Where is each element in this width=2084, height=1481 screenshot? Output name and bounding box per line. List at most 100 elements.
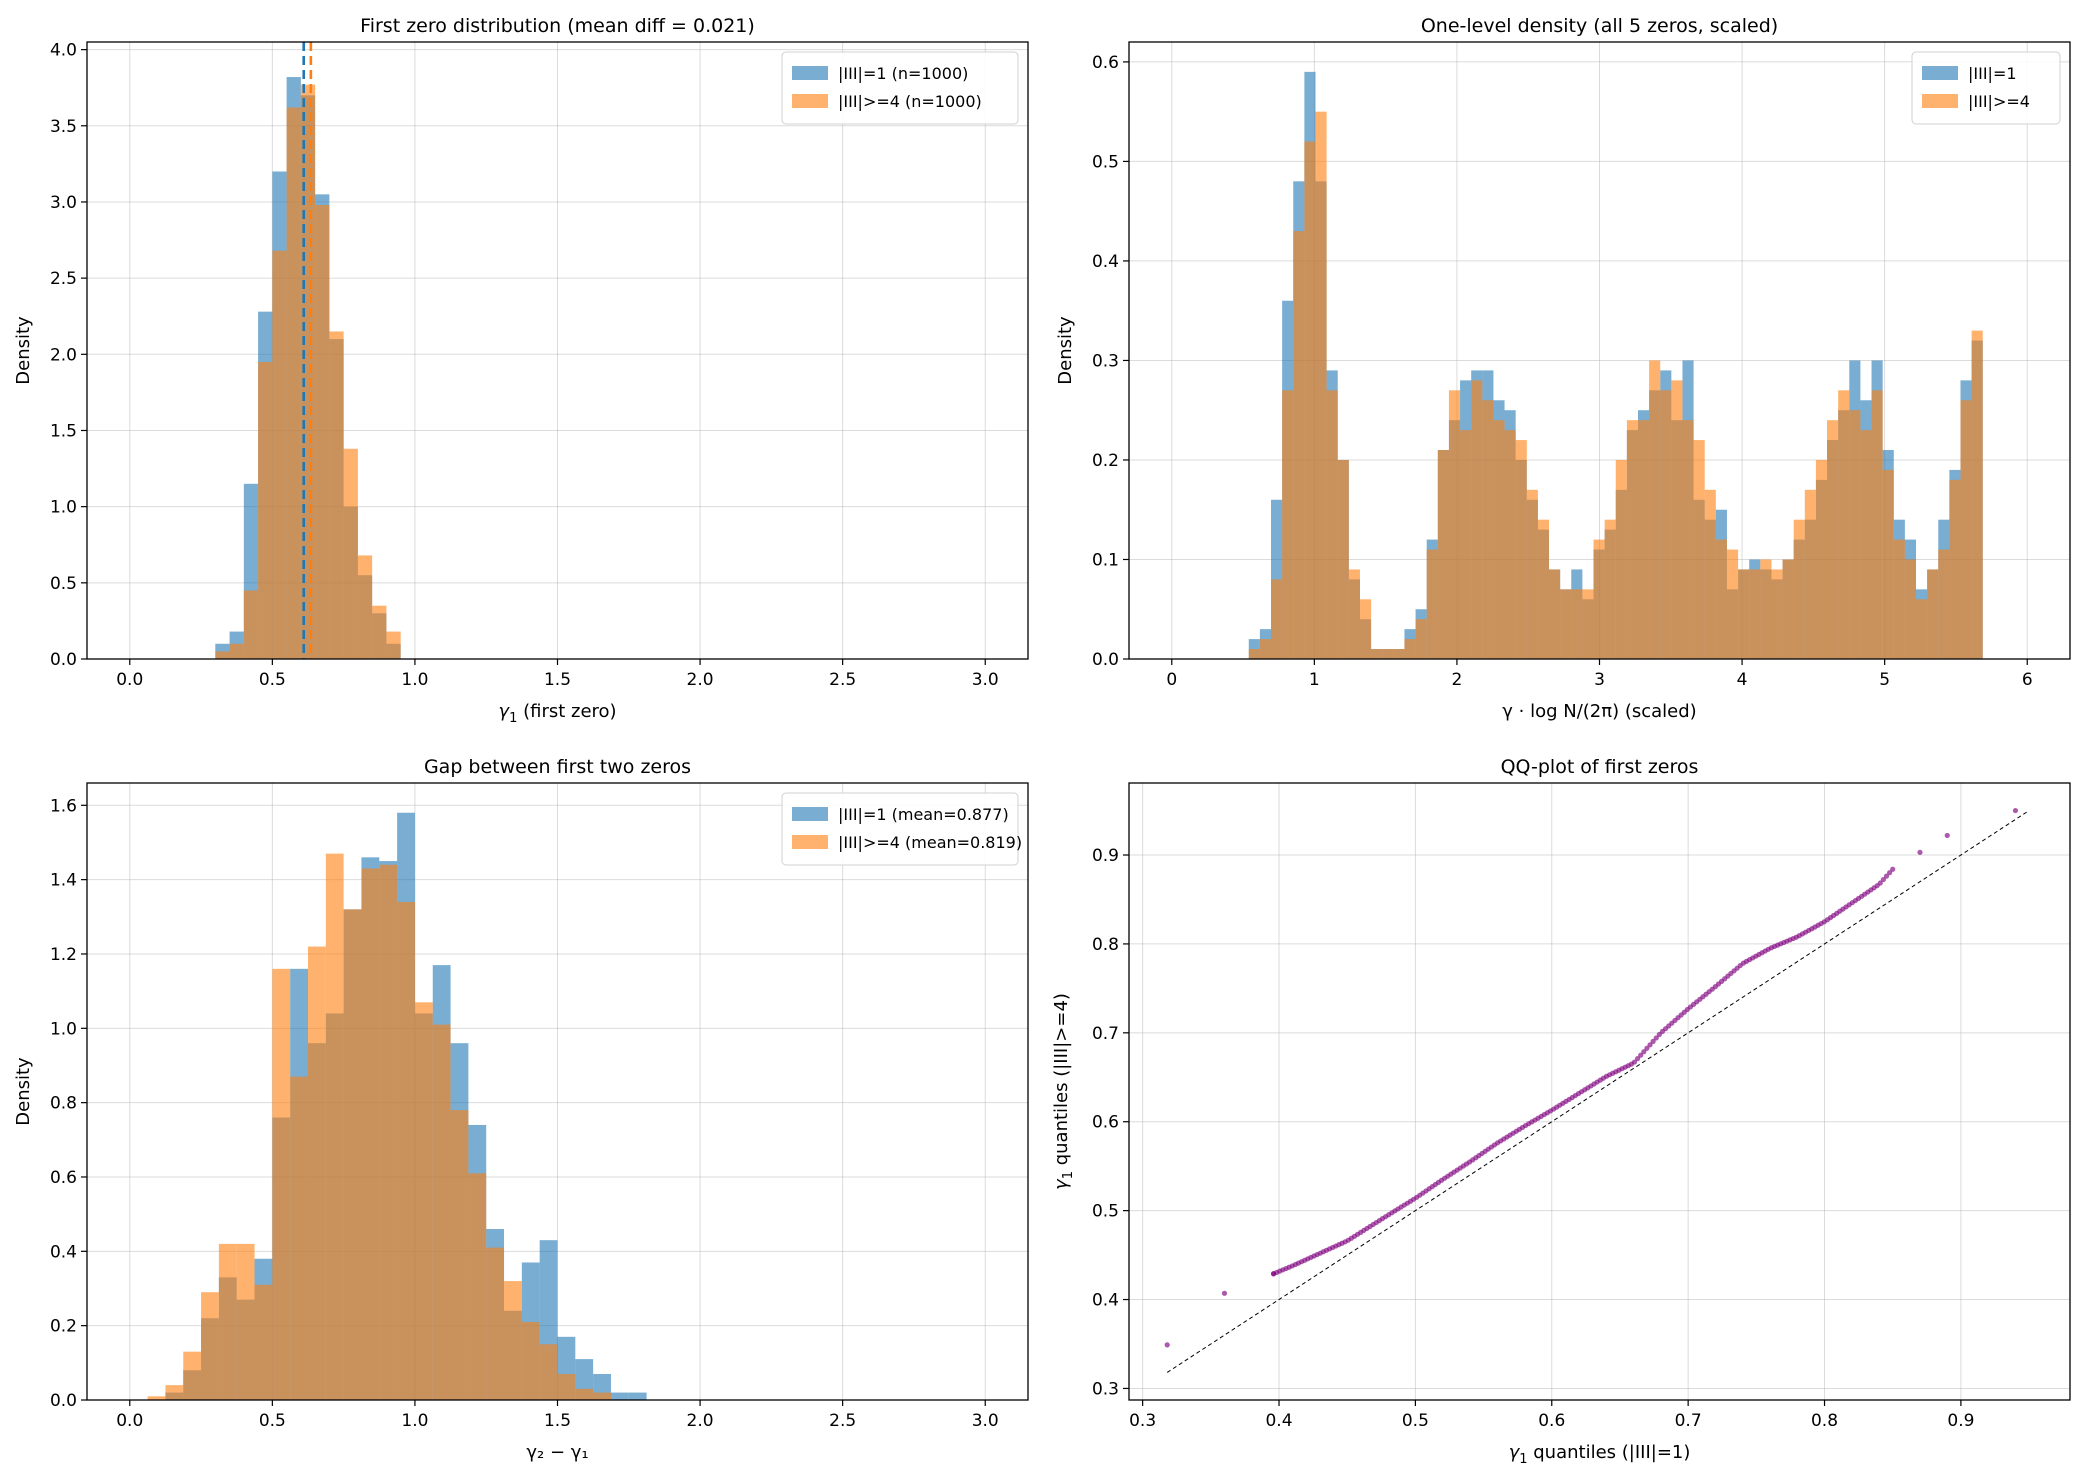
- y-tick-label: 0.3: [1092, 1379, 1119, 1399]
- histogram-bar-series2: [521, 1321, 540, 1400]
- legend-swatch-series1: [792, 807, 828, 821]
- y-tick-label: 0.7: [1092, 1024, 1119, 1044]
- panel-3: |III|=1 (mean=0.877) |III|>=4 (mean=0.819…: [13, 756, 1029, 1463]
- histogram-bar-series2: [397, 901, 415, 1400]
- y-tick-label: 1.0: [50, 1019, 77, 1039]
- legend-swatch-series1: [1922, 66, 1958, 80]
- histogram-bar-series2: [1393, 649, 1405, 659]
- y-tick-label: 0.5: [1092, 152, 1119, 172]
- y-tick-label: 0.2: [1092, 451, 1119, 471]
- histogram-bar-series2: [1815, 459, 1828, 659]
- qq-point: [1647, 1042, 1653, 1048]
- x-axis-label: γ1 (first zero): [498, 701, 616, 726]
- y-axis-label-subscript: 1: [1061, 1171, 1076, 1179]
- histogram-bar-series2: [286, 107, 301, 659]
- y-tick-label: 0.5: [1092, 1202, 1119, 1222]
- histogram-bar-series2: [1860, 430, 1872, 659]
- legend-label-series1: |III|=1 (n=1000): [838, 64, 968, 83]
- histogram-bar-series2: [1448, 390, 1461, 659]
- x-tick-label: 3.0: [972, 670, 999, 690]
- histogram-bar-series2: [1960, 400, 1972, 659]
- x-axis-label-subscript: 1: [509, 711, 517, 726]
- histogram-bar-series2: [1916, 599, 1928, 659]
- x-tick-label: 4: [1737, 670, 1748, 690]
- x-tick-label: 0.9: [1947, 1411, 1974, 1431]
- y-tick-label: 1.2: [50, 945, 77, 965]
- histogram-bar-series2: [1804, 489, 1816, 659]
- x-axis-label: γ₂ − γ₁: [526, 1442, 588, 1463]
- histogram-bar-series2: [1271, 579, 1283, 659]
- histogram-bar-series2: [486, 1247, 505, 1400]
- histogram-bar-series2: [1515, 440, 1527, 659]
- x-axis-label-symbol: γ: [498, 701, 510, 722]
- qq-point: [1634, 1056, 1641, 1062]
- legend-swatch-series2: [792, 94, 828, 108]
- y-tick-label: 3.5: [50, 117, 77, 137]
- histogram-bar-series2: [1615, 459, 1627, 659]
- histogram-bar-series2: [218, 1243, 237, 1400]
- legend-label-series1: |III|=1: [1968, 64, 2017, 83]
- y-axis-label: Density: [1055, 316, 1076, 385]
- qq-point: [1638, 1052, 1644, 1058]
- histogram-bar-series2: [1326, 390, 1338, 659]
- histogram-bar-series2: [315, 205, 330, 659]
- histogram-bar-series2: [343, 448, 358, 659]
- histogram-bar-series2: [557, 1373, 576, 1400]
- histogram-bar-series2: [1537, 519, 1550, 659]
- y-tick-label: 0.9: [1092, 846, 1119, 866]
- y-tick-label: 0.0: [1092, 650, 1119, 670]
- histogram-bar-series2: [1482, 400, 1494, 659]
- x-tick-label: 1: [1309, 670, 1320, 690]
- histogram-bar-series2: [1259, 639, 1272, 659]
- legend-box: [1911, 51, 2061, 125]
- histogram-bar-series2: [254, 1284, 273, 1400]
- histogram-bar-series2: [1471, 380, 1483, 659]
- y-tick-label: 0.6: [1092, 53, 1119, 73]
- panel-4: 0.3 0.4 0.5 0.6 0.7 0.8 0.9 0.3 0.4 0.5 0.6 0.7 0.8 0…: [1051, 756, 2071, 1467]
- x-tick-label: 2: [1452, 670, 1463, 690]
- x-tick-label: 6: [2022, 670, 2033, 690]
- qq-point: [1944, 832, 1950, 839]
- x-axis-label-text: quantiles (|III|=1): [1528, 1442, 1691, 1463]
- histogram-bar-series2: [1604, 519, 1616, 659]
- histogram-bar-series2: [1782, 559, 1794, 659]
- histogram-bar-series2: [1704, 489, 1716, 659]
- qq-point: [1650, 1038, 1656, 1044]
- y-tick-label: 2.0: [50, 345, 77, 365]
- histogram-bar-series2: [1337, 459, 1349, 659]
- histogram-bar-series2: [372, 605, 387, 659]
- y-tick-label: 0.6: [50, 1168, 77, 1188]
- legend-swatch-series2: [792, 835, 828, 849]
- qq-point: [2012, 807, 2019, 814]
- x-axis-label-symbol: γ: [1509, 1442, 1521, 1463]
- x-axis-label-subscript: 1: [1519, 1452, 1527, 1467]
- x-tick-label: 2.0: [687, 670, 714, 690]
- histogram-bar-series2: [1304, 141, 1316, 660]
- x-tick-label: 3.0: [972, 1411, 999, 1431]
- y-tick-label: 3.0: [50, 193, 77, 213]
- histogram-bar-series2: [243, 590, 259, 659]
- histogram-bar-series2: [1426, 549, 1438, 659]
- histogram-bar-series2: [432, 1024, 451, 1400]
- histogram-bar-series2: [1371, 649, 1383, 659]
- x-tick-label: 3: [1594, 670, 1605, 690]
- histogram-bar-series1: [610, 1392, 629, 1400]
- histogram-bar-series2: [307, 946, 326, 1400]
- histogram-bar-series2: [361, 868, 380, 1400]
- histogram-bar-series2: [258, 361, 273, 659]
- histogram-bar-series2: [329, 331, 344, 659]
- x-tick-label: 2.0: [687, 1411, 714, 1431]
- x-tick-label: 1.0: [401, 670, 428, 690]
- histogram-bar-series2: [1649, 360, 1661, 659]
- y-tick-label: 0.6: [1092, 1113, 1119, 1133]
- histogram-bar-series2: [1593, 539, 1605, 659]
- histogram-bar-series2: [1660, 390, 1672, 659]
- histogram-bar-series2: [414, 1002, 433, 1400]
- histogram-bar-series2: [468, 1173, 487, 1400]
- histogram-bar-series2: [229, 643, 244, 659]
- y-tick-label: 4.0: [50, 41, 77, 61]
- histogram-bar-series2: [357, 555, 373, 659]
- histogram-bar-series2: [165, 1385, 184, 1400]
- y-tick-label: 0.4: [50, 1242, 77, 1262]
